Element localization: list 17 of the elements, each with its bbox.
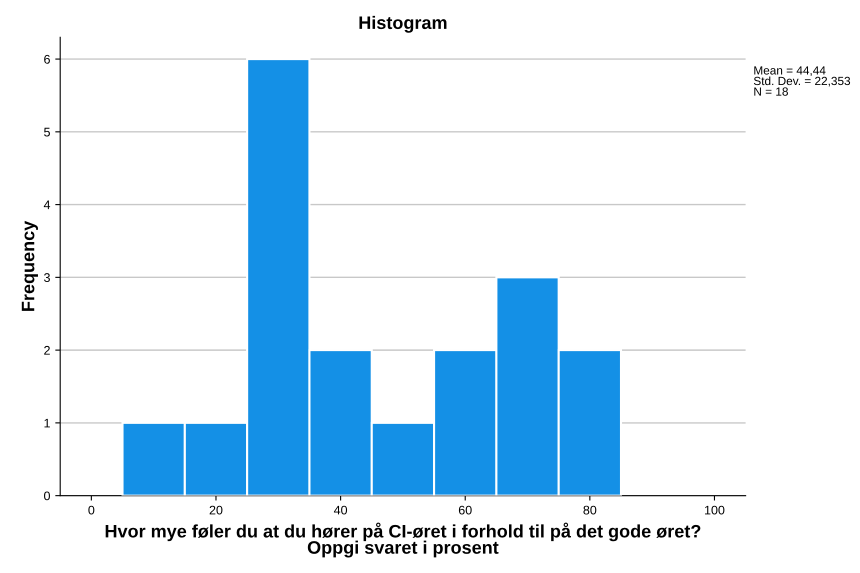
y-tick-label: 4 — [44, 200, 50, 210]
y-tick-label: 3 — [44, 273, 50, 282]
chart-title: Histogram — [359, 16, 446, 33]
x-tick-label: 0 — [88, 506, 94, 515]
y-tick-label: 6 — [44, 54, 50, 64]
text: Mean = 44,44 Std. Dev. = 22,353 N = 18 — [754, 66, 850, 96]
x-tick-label: 20 — [210, 506, 222, 515]
y-tick-label: 0 — [44, 491, 50, 500]
x-axis-title: Hvor mye føler du at du hører på CI-øret i forhold til på det gode øret? Oppgi svaret i prosent — [106, 522, 700, 558]
x-tick-label: 60 — [458, 506, 472, 515]
x-tick-label: 100 — [704, 506, 724, 515]
y-tick-label: 5 — [44, 128, 50, 136]
x-tick-label: 80 — [583, 506, 596, 515]
x-tick-label: 40 — [334, 506, 348, 515]
y-tick-label: 2 — [44, 346, 50, 355]
y-tick-label: 1 — [44, 418, 50, 428]
y-axis-title: Frequency — [22, 220, 38, 311]
